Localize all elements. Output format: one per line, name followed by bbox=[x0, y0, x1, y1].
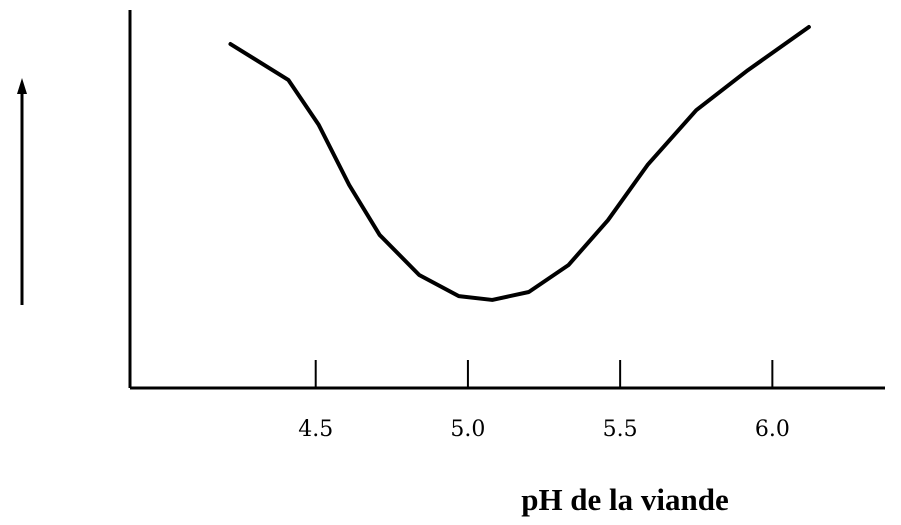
arrow-head bbox=[17, 78, 27, 94]
x-tick-label: 5.5 bbox=[603, 417, 638, 442]
x-tick-label: 6.0 bbox=[755, 417, 790, 442]
x-tick-label: 4.5 bbox=[298, 417, 333, 442]
x-axis-label: pH de la viande bbox=[521, 482, 729, 517]
curve bbox=[228, 25, 811, 302]
x-tick-label: 5.0 bbox=[450, 417, 485, 442]
